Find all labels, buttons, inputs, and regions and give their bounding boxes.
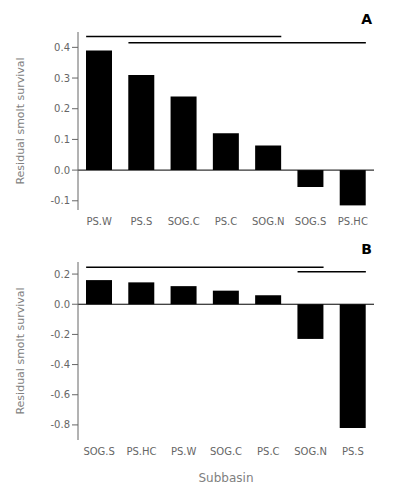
svg-text:PS.HC: PS.HC <box>126 446 156 457</box>
svg-text:-0.8: -0.8 <box>50 419 70 430</box>
svg-text:0.0: 0.0 <box>54 299 70 310</box>
svg-text:-0.2: -0.2 <box>50 329 70 340</box>
svg-text:0.4: 0.4 <box>54 42 70 53</box>
svg-text:0.3: 0.3 <box>54 73 70 84</box>
svg-text:Residual smolt survival: Residual smolt survival <box>14 287 27 414</box>
svg-text:0.1: 0.1 <box>54 134 70 145</box>
svg-text:SOG.S: SOG.S <box>83 446 115 457</box>
svg-text:PS.HC: PS.HC <box>338 216 368 227</box>
svg-text:SOG.C: SOG.C <box>168 216 200 227</box>
svg-text:PS.S: PS.S <box>342 446 364 457</box>
svg-text:Residual smolt survival: Residual smolt survival <box>14 57 27 184</box>
svg-text:PS.S: PS.S <box>130 216 152 227</box>
svg-text:SOG.C: SOG.C <box>210 446 242 457</box>
svg-text:-0.6: -0.6 <box>50 389 70 400</box>
html-text:B: B <box>361 241 372 257</box>
html-text:A: A <box>361 11 372 27</box>
svg-text:SOG.N: SOG.N <box>252 216 285 227</box>
svg-text:0.2: 0.2 <box>54 103 70 114</box>
svg-text:-0.4: -0.4 <box>50 359 70 370</box>
svg-text:Subbasin: Subbasin <box>198 471 253 485</box>
svg-text:0.2: 0.2 <box>54 269 70 280</box>
svg-text:SOG.N: SOG.N <box>294 446 327 457</box>
svg-text:PS.W: PS.W <box>171 446 197 457</box>
svg-text:PS.W: PS.W <box>86 216 112 227</box>
svg-text:-0.1: -0.1 <box>50 195 70 206</box>
svg-text:SOG.S: SOG.S <box>295 216 327 227</box>
svg-text:PS.C: PS.C <box>257 446 280 457</box>
svg-text:0.0: 0.0 <box>54 165 70 176</box>
svg-text:PS.C: PS.C <box>215 216 238 227</box>
